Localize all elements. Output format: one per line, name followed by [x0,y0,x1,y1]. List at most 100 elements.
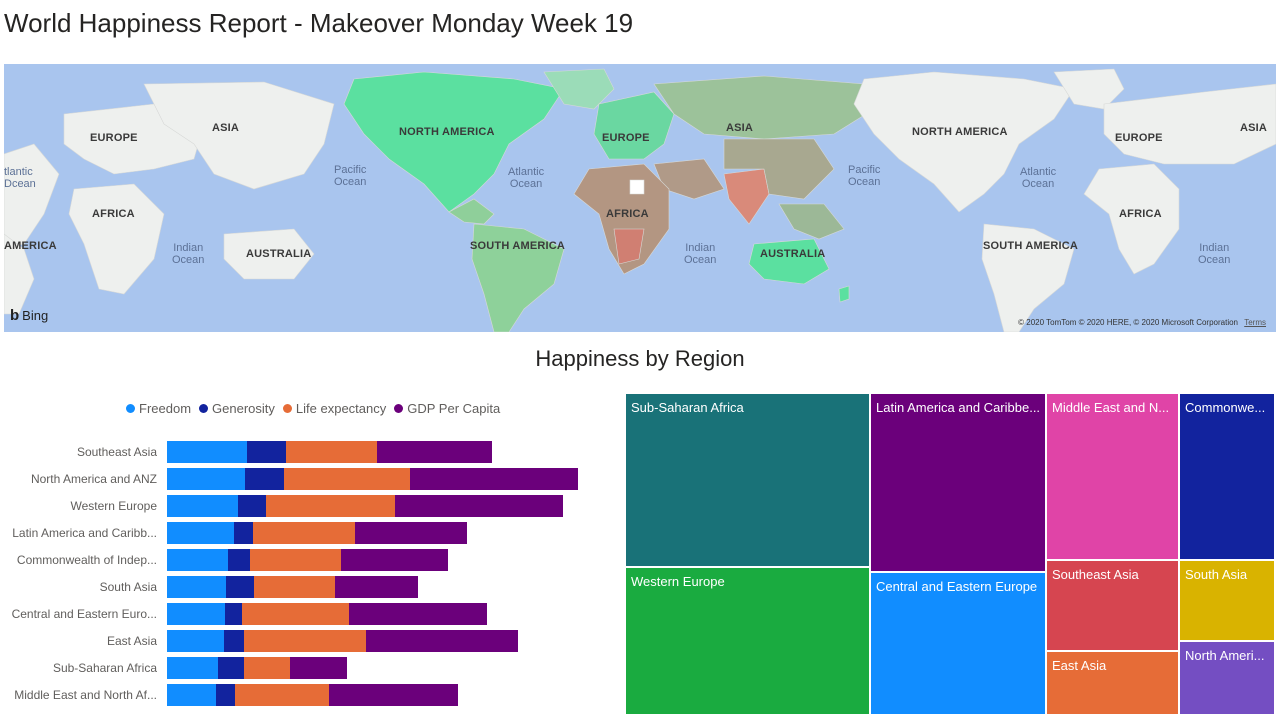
bar-segment-life-expectancy[interactable] [254,576,335,598]
bar-segment-life-expectancy[interactable] [244,630,366,652]
bar-segment-freedom[interactable] [167,468,245,490]
legend-item[interactable]: Freedom [126,401,191,416]
treemap-cell[interactable]: Latin America and Caribbe... [871,394,1047,573]
map-label-europe-right: EUROPE [1115,132,1163,144]
bar-row[interactable]: Middle East and North Af... [0,684,620,706]
bar-category-label: Central and Eastern Euro... [11,607,157,621]
map-label-africa: AFRICA [92,208,135,220]
bar-segment-freedom[interactable] [167,522,234,544]
bar-segment-life-expectancy[interactable] [266,495,395,517]
bar-row[interactable]: Central and Eastern Euro... [0,603,620,625]
bar-segment-gdp-per-capita[interactable] [329,684,458,706]
bar-segment-life-expectancy[interactable] [284,468,410,490]
ocean-label-atlantic-right: Atlantic Ocean [1020,166,1056,190]
treemap-cell-label: East Asia [1052,658,1107,673]
bar-segment-gdp-per-capita[interactable] [349,603,487,625]
ocean-label-line: Atlantic [508,166,545,178]
bar-segment-generosity[interactable] [224,630,244,652]
bar-category-label: Western Europe [70,499,158,513]
bar-segment-freedom[interactable] [167,684,216,706]
bar-segment-freedom[interactable] [167,441,247,463]
treemap-cell[interactable]: North Ameri... [1180,642,1276,716]
bar-row[interactable]: Southeast Asia [0,441,620,463]
ocean-label-line: Ocean [1198,254,1231,266]
bar-segment-gdp-per-capita[interactable] [395,495,563,517]
bar-segment-generosity[interactable] [234,522,253,544]
bar-segment-gdp-per-capita[interactable] [290,657,347,679]
bar-row[interactable]: South Asia [0,576,620,598]
bar-segment-life-expectancy[interactable] [286,441,377,463]
ocean-label-line: Pacific [848,164,881,176]
world-map[interactable]: EUROPE ASIA AFRICA AMERICA AUSTRALIA NOR… [4,64,1276,332]
bar-segment-generosity[interactable] [238,495,266,517]
treemap-cell[interactable]: Central and Eastern Europe [871,573,1047,716]
ocean-label-atlantic-left: tlantic Dcean [4,166,36,190]
bar-segment-life-expectancy[interactable] [253,522,355,544]
treemap-cell[interactable]: Western Europe [626,568,871,716]
bar-segment-freedom[interactable] [167,576,226,598]
bar-row[interactable]: East Asia [0,630,620,652]
map-attribution: © 2020 TomTom © 2020 HERE, © 2020 Micros… [1018,318,1238,327]
map-terms-link[interactable]: Terms [1244,318,1266,327]
bar-segment-generosity[interactable] [216,684,235,706]
legend-label: Freedom [139,401,192,416]
bar-chart-legend[interactable]: Freedom Generosity Life expectancy GDP Per … [126,401,500,416]
bar-row[interactable]: Commonwealth of Indep... [0,549,620,571]
legend-dot-icon [126,404,135,413]
bar-segment-generosity[interactable] [218,657,244,679]
map-label-asia: ASIA [212,122,240,134]
bar-segment-freedom[interactable] [167,495,238,517]
bar-row[interactable]: North America and ANZ [0,468,620,490]
bar-segment-life-expectancy[interactable] [242,603,349,625]
legend-item[interactable]: Generosity [199,401,275,416]
bar-segment-generosity[interactable] [228,549,250,571]
bar-segment-life-expectancy[interactable] [244,657,290,679]
ocean-label-line: Pacific [334,164,367,176]
bar-segment-gdp-per-capita[interactable] [341,549,448,571]
ocean-label-indian-center: Indian Ocean [684,242,716,266]
bar-row[interactable]: Western Europe [0,495,620,517]
bar-category-label: Sub-Saharan Africa [52,661,157,675]
map-label-africa-right: AFRICA [1119,208,1162,220]
bar-segment-gdp-per-capita[interactable] [377,441,492,463]
ocean-label-line: Dcean [4,178,36,190]
bar-row[interactable]: Latin America and Caribb... [0,522,620,544]
treemap-cell[interactable]: Sub-Saharan Africa [626,394,871,568]
treemap-cell[interactable]: Middle East and N... [1047,394,1180,561]
bar-segment-gdp-per-capita[interactable] [366,630,518,652]
legend-item[interactable]: GDP Per Capita [394,401,500,416]
legend-dot-icon [199,404,209,413]
ocean-label-line: Ocean [334,176,367,188]
treemap-cell[interactable]: South Asia [1180,561,1276,642]
bar-segment-generosity[interactable] [247,441,286,463]
bar-segment-generosity[interactable] [226,576,254,598]
treemap-cell[interactable]: Commonwe... [1180,394,1276,561]
bar-segment-freedom[interactable] [167,630,224,652]
bar-segment-freedom[interactable] [167,603,225,625]
treemap-cell-label: South Asia [1185,567,1248,582]
legend-label: Generosity [212,401,275,416]
bar-segment-freedom[interactable] [167,549,228,571]
map-basemap [4,68,1276,332]
treemap-cell-label: Central and Eastern Europe [876,579,1038,594]
ocean-label-line: Indian [1199,242,1230,254]
treemap-chart[interactable]: Sub-Saharan Africa Western Europe Latin Am… [626,394,1276,716]
bing-brand-text: Bing [22,308,49,323]
bar-category-label: Commonwealth of Indep... [16,553,157,567]
bar-segment-gdp-per-capita[interactable] [355,522,467,544]
bar-segment-gdp-per-capita[interactable] [410,468,578,490]
bar-segment-gdp-per-capita[interactable] [335,576,418,598]
treemap-cell[interactable]: East Asia [1047,652,1180,716]
ocean-label-pacific-right: Pacific Ocean [848,164,880,188]
ocean-label-line: tlantic [4,166,33,178]
legend-item[interactable]: Life expectancy [282,401,386,416]
bar-row[interactable]: Sub-Saharan Africa [0,657,620,679]
bar-segment-life-expectancy[interactable] [235,684,329,706]
bar-segment-generosity[interactable] [225,603,242,625]
map-label-south-america-right: SOUTH AMERICA [983,240,1079,252]
bar-segment-generosity[interactable] [245,468,284,490]
bar-segment-freedom[interactable] [167,657,218,679]
bar-segment-life-expectancy[interactable] [250,549,341,571]
treemap-cell[interactable]: Southeast Asia [1047,561,1180,652]
ocean-label-line: Ocean [172,254,205,266]
